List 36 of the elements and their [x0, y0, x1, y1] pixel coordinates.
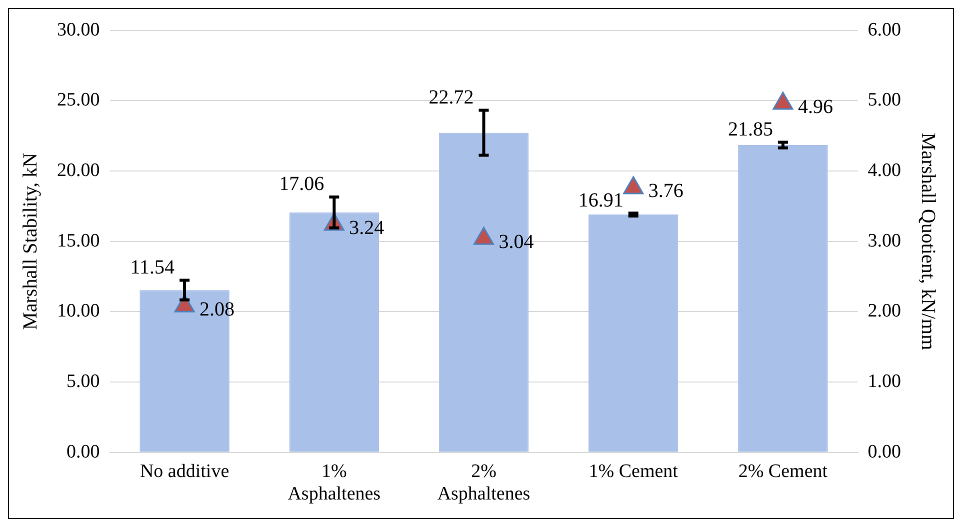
point	[623, 176, 644, 194]
data-label: 21.85	[728, 118, 773, 140]
y2-tick-label: 0.00	[868, 441, 901, 462]
y2-axis-title: Marshall Quotient, kN/mm	[916, 132, 939, 350]
data-label: 17.06	[279, 173, 324, 196]
data-label: 4.96	[798, 96, 833, 118]
y-tick-label: 15.00	[57, 230, 100, 252]
x-tick-label: No additive	[140, 460, 230, 482]
x-tick-label: 2% Asphaltenes	[437, 460, 530, 505]
y2-tick-label: 6.00	[868, 19, 901, 40]
y-tick-label: 30.00	[57, 19, 100, 40]
point	[772, 92, 794, 110]
y-axis-title: Marshall Stability, kN	[19, 152, 42, 330]
x-tick-label: 1% Asphaltenes	[288, 460, 381, 505]
data-label: 2.08	[200, 298, 235, 320]
x-tick-label: 2% Cement	[738, 460, 828, 482]
y-tick-label: 10.00	[57, 300, 100, 322]
data-label: 3.04	[498, 230, 534, 253]
data-label: 3.76	[648, 180, 684, 202]
y-tick-label: 0.00	[66, 441, 100, 462]
y-tick-label: 25.00	[57, 90, 100, 111]
y2-tick-label: 5.00	[868, 90, 901, 111]
y2-tick-label: 4.00	[868, 160, 901, 182]
bar	[738, 145, 828, 452]
y2-tick-label: 1.00	[868, 371, 901, 392]
data-label: 3.24	[349, 216, 384, 239]
y-tick-label: 20.00	[57, 160, 100, 182]
y2-tick-label: 3.00	[868, 230, 901, 252]
data-label: 22.72	[428, 86, 474, 109]
y2-tick-label: 2.00	[868, 300, 901, 322]
bar	[588, 214, 678, 452]
y-tick-label: 5.00	[66, 371, 100, 392]
x-tick-label: 1% Cement	[588, 460, 679, 482]
point	[473, 226, 494, 245]
data-label: 11.54	[130, 256, 175, 278]
data-label: 16.91	[578, 189, 624, 212]
